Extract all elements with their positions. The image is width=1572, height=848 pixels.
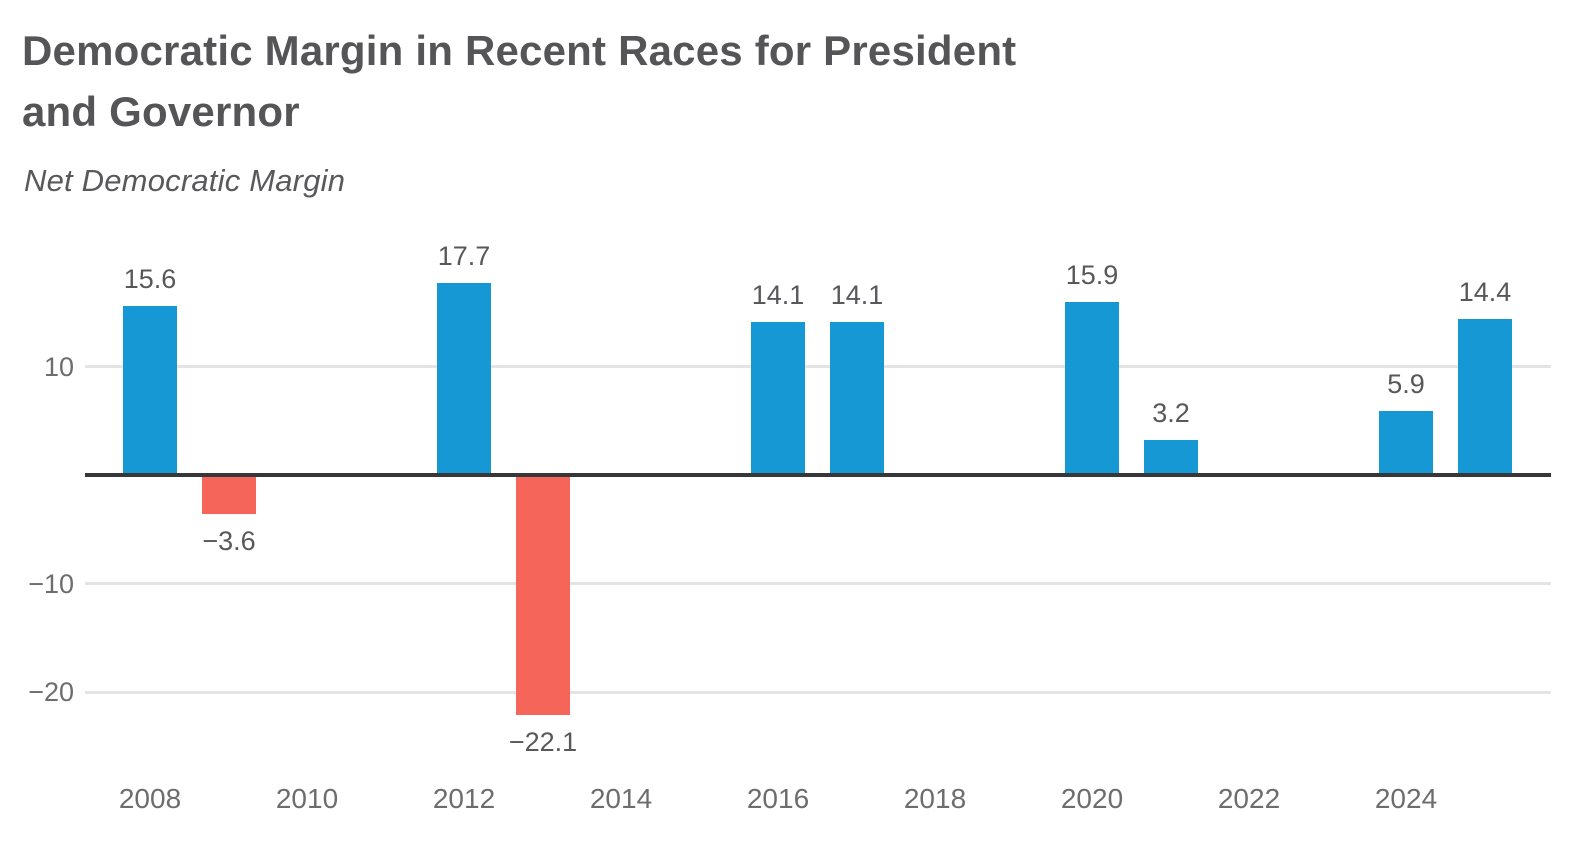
- bar-2017: [830, 322, 884, 475]
- chart-title: Democratic Margin in Recent Races for Pr…: [22, 20, 1016, 142]
- chart-subtitle: Net Democratic Margin: [24, 163, 346, 198]
- bar-2024: [1379, 411, 1433, 475]
- bar-2009: [202, 475, 256, 514]
- y-tick-label--10: −10: [28, 569, 74, 599]
- value-label-2020: 15.9: [1065, 260, 1119, 290]
- gridline--20: [85, 691, 1551, 694]
- gridline--10: [85, 582, 1551, 585]
- value-label-2025: 14.4: [1458, 277, 1512, 307]
- value-label-2016: 14.1: [751, 280, 805, 310]
- chart-title-line-2: and Governor: [22, 88, 300, 135]
- x-tick-label-2024: 2024: [1374, 783, 1438, 814]
- chart-title-line-1: Democratic Margin in Recent Races for Pr…: [22, 27, 1017, 74]
- value-label-2008: 15.6: [123, 264, 177, 294]
- x-tick-label-2008: 2008: [118, 783, 182, 814]
- y-tick-label-10: 10: [43, 352, 74, 382]
- value-label-2009: −3.6: [202, 526, 256, 556]
- value-label-2024: 5.9: [1387, 369, 1425, 399]
- x-tick-label-2016: 2016: [746, 783, 810, 814]
- value-label-2021: 3.2: [1152, 398, 1190, 428]
- value-label-2017: 14.1: [830, 280, 884, 310]
- x-tick-label-2010: 2010: [275, 783, 339, 814]
- value-label-2012: 17.7: [437, 241, 491, 271]
- bar-2008: [123, 306, 177, 475]
- bar-2025: [1458, 319, 1512, 475]
- y-tick-label--20: −20: [28, 677, 74, 707]
- x-tick-label-2012: 2012: [432, 783, 496, 814]
- gridline-10: [85, 365, 1551, 368]
- bar-2021: [1144, 440, 1198, 475]
- bar-2013: [516, 475, 570, 715]
- bar-2012: [437, 283, 491, 475]
- zero-axis-line: [85, 473, 1551, 477]
- x-tick-label-2014: 2014: [589, 783, 653, 814]
- bar-2020: [1065, 302, 1119, 475]
- x-tick-label-2018: 2018: [903, 783, 967, 814]
- x-tick-label-2022: 2022: [1217, 783, 1281, 814]
- x-tick-label-2020: 2020: [1060, 783, 1124, 814]
- bar-2016: [751, 322, 805, 475]
- value-label-2013: −22.1: [508, 727, 578, 757]
